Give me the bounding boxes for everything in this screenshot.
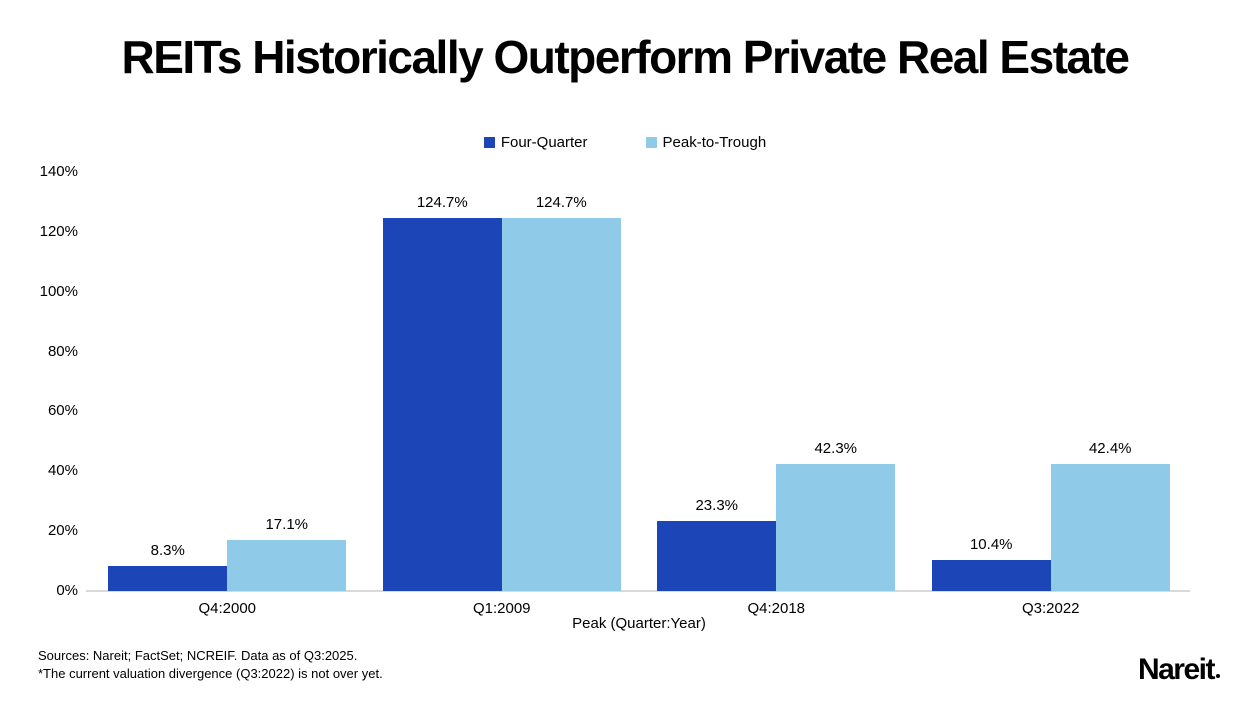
- bar-four-quarter-Q3:2022: [931, 559, 1051, 591]
- y-axis: 0% 20% 40% 60% 80% 100% 120% 140%: [0, 150, 78, 599]
- nareit-logo: Nareit: [1138, 653, 1220, 687]
- page-title: REITs Historically Outperform Private Re…: [121, 31, 1130, 83]
- bar-group-Q4:2000: 8.3% 17.1% Q4:2000: [90, 150, 365, 617]
- y-tick-label: 80%: [47, 342, 78, 360]
- bar-four-quarter-Q1:2009: [382, 217, 502, 591]
- bar-peak-to-trough-Q4:2018: [776, 464, 896, 591]
- bar-four-quarter-Q4:2018: [657, 521, 777, 591]
- bar-value-label: 17.1%: [265, 515, 309, 533]
- bar-group-Q3:2022: 10.4% 42.4% Q3:2022: [914, 150, 1189, 617]
- legend-label: Four-Quarter: [500, 134, 588, 151]
- bar-value-label: 23.3%: [695, 497, 739, 515]
- y-tick-label: 20%: [47, 522, 78, 540]
- y-tick-label: 0%: [56, 582, 78, 599]
- bar-group-Q1:2009: 124.7% 124.7% Q1:2009: [365, 150, 640, 617]
- bar-four-quarter-Q4:2000: [108, 566, 228, 591]
- bar-peak-to-trough-Q4:2000: [227, 539, 347, 591]
- bar-peak-to-trough-Q3:2022: [1050, 464, 1170, 591]
- bar-value-label: 124.7%: [535, 193, 587, 211]
- bar-value-label: 10.4%: [969, 535, 1013, 553]
- legend-swatch-icon: [483, 137, 495, 148]
- x-axis-title: Peak (Quarter:Year): [572, 615, 706, 632]
- nareit-logo-dot-icon: [1216, 674, 1220, 678]
- nareit-logo-text: Nareit: [1137, 653, 1216, 686]
- x-tick-label: Q4:2000: [198, 600, 257, 617]
- legend-swatch-icon: [645, 137, 657, 148]
- y-tick-label: 120%: [39, 222, 78, 240]
- y-tick-label: 100%: [39, 282, 78, 300]
- source-line-1: Sources: Nareit; FactSet; NCREIF. Data a…: [38, 648, 358, 663]
- bar-value-label: 8.3%: [150, 542, 185, 560]
- bar-group-Q4:2018: 23.3% 42.3% Q4:2018: [639, 150, 914, 617]
- x-tick-label: Q4:2018: [747, 600, 806, 617]
- legend-item-1: Four-Quarter: [483, 134, 588, 151]
- bar-peak-to-trough-Q1:2009: [501, 217, 621, 591]
- y-tick-label: 60%: [47, 402, 78, 420]
- bar-value-label: 124.7%: [416, 193, 468, 211]
- legend-item-2: Peak-to-Trough: [645, 134, 767, 151]
- x-axis-line: [86, 590, 1190, 592]
- source-line-2: *The current valuation divergence (Q3:20…: [38, 665, 383, 681]
- y-tick-label: 140%: [39, 163, 78, 180]
- y-tick-label: 40%: [47, 462, 78, 480]
- bar-value-label: 42.3%: [814, 440, 858, 458]
- source-notes: Sources: Nareit; FactSet; NCREIF. Data a…: [38, 647, 383, 682]
- x-tick-label: Q3:2022: [1021, 600, 1080, 617]
- x-tick-label: Q1:2009: [472, 600, 531, 617]
- plot-area: 8.3% 17.1% Q4:2000 124.7% 124.7% Q1:2009 23.3%…: [86, 150, 1190, 617]
- bar-value-label: 42.4%: [1088, 440, 1132, 458]
- legend-label: Peak-to-Trough: [662, 134, 767, 151]
- chart-legend: Four-Quarter Peak-to-Trough: [0, 134, 1250, 151]
